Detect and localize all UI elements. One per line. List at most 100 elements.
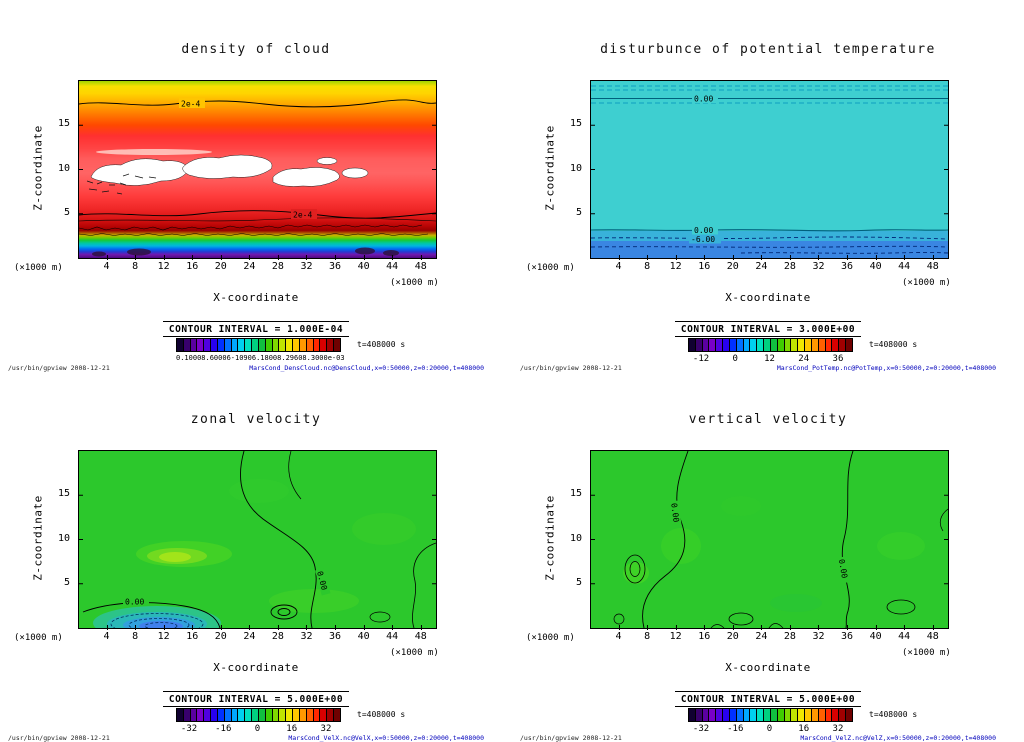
x-tick-label: 40	[869, 255, 882, 272]
contour-interval-text: CONTOUR INTERVAL = 3.000E+00	[674, 321, 862, 337]
x-axis-label: X-coordinate	[725, 661, 811, 674]
vertical-velocity-field: 0.00 0.00	[591, 451, 948, 628]
colorbar-cell	[334, 339, 340, 351]
page-title: disturbunce of potential temperature	[600, 42, 936, 57]
density-field: 2e-4 2e-4	[79, 81, 436, 258]
x-axis-label: X-coordinate	[725, 291, 811, 304]
x-tick-label: 28	[783, 255, 796, 272]
light-streak	[96, 149, 212, 155]
x-tick-label: 36	[329, 255, 342, 272]
colorbar-cell	[811, 709, 819, 721]
pottemp-background	[591, 81, 948, 258]
y-axis-unit: (×1000 m)	[14, 263, 63, 273]
colorbar-cell	[736, 709, 744, 721]
y-tick-label: 5	[575, 576, 582, 588]
panel-zonal-velocity: zonal velocity Z-coordinate 5 10 15	[0, 370, 512, 742]
colorbar-cell	[327, 709, 335, 721]
colorbar-tick-label: 36	[832, 354, 844, 364]
colorbar-cell	[777, 339, 785, 351]
colorbar-cell	[743, 339, 751, 351]
colorbar-cell	[252, 339, 259, 351]
contour-labels: 2e-4 2e-4	[179, 98, 317, 220]
velocity-patches	[136, 479, 416, 613]
colorbar-cell	[743, 709, 751, 721]
x-tick-label: 20	[726, 625, 739, 642]
colorbar-tick-label: 16	[798, 724, 810, 734]
plot-area: 0.00 0.00 -6.00	[590, 80, 949, 259]
y-tick-label: 5	[575, 206, 582, 218]
footer-command: /usr/bin/gpview 2008-12-21	[8, 734, 110, 742]
panel-potential-temperature: disturbunce of potential temperature Z-c…	[512, 0, 1024, 372]
zonal-velocity-field: 0.00 0.00	[79, 451, 436, 628]
scribble-contours	[86, 173, 157, 195]
x-tick-label: 8	[132, 625, 139, 642]
time-label: t=408000 s	[869, 710, 918, 719]
colorbar-cell	[224, 339, 232, 351]
colorbar-cell	[695, 709, 703, 721]
colorbar-tick-label: 32	[320, 724, 332, 734]
colorbar-cell	[784, 709, 792, 721]
colorbar-tick-label: 24	[798, 354, 810, 364]
page-title: density of cloud	[181, 42, 331, 57]
contour-label: 0.00	[837, 558, 849, 579]
x-tick-label: 32	[812, 255, 825, 272]
x-axis-unit: (×1000 m)	[902, 278, 951, 288]
colorbar	[688, 338, 853, 352]
dashed-top-contours	[591, 85, 948, 104]
x-tick-label: 44	[386, 625, 399, 642]
colorbar-cell	[313, 709, 321, 721]
contour-interval: CONTOUR INTERVAL = 5.000E+00	[0, 687, 512, 707]
contour-label: 2e-4	[181, 100, 200, 109]
footer-filename: MarsCond_VelX.nc@VelX,x=0:50000,z=0:2000…	[288, 734, 484, 742]
colorbar	[176, 338, 341, 352]
y-axis-label: Z-coordinate	[31, 495, 45, 581]
x-tick-label: 48	[414, 255, 427, 272]
colorbar-cell	[286, 339, 294, 351]
colorbar-cell	[231, 339, 239, 351]
x-tick-label: 24	[755, 255, 768, 272]
x-axis-ticks: 4 8 12 16 20 24 28 32 36 40 44 48	[590, 255, 947, 273]
colorbar-cell	[709, 709, 717, 721]
x-axis-ticks: 4 8 12 16 20 24 28 32 36 40 44 48	[590, 625, 947, 643]
colorbar-cell	[238, 339, 246, 351]
colorbar-tick-label: 0	[732, 354, 738, 364]
footer-command: /usr/bin/gpview 2008-12-21	[520, 364, 622, 372]
pottemp-field: 0.00 0.00 -6.00	[591, 81, 948, 258]
colorbar-cell	[293, 339, 300, 351]
colorbar-cell	[764, 709, 771, 721]
y-tick-label: 10	[569, 532, 582, 544]
bottom-speckles	[92, 247, 399, 257]
x-axis-label: X-coordinate	[213, 291, 299, 304]
contour-label: 0.00	[125, 598, 144, 607]
x-tick-label: 16	[186, 255, 199, 272]
colorbar-tick-label: 0	[254, 724, 261, 734]
colorbar-cell	[770, 709, 778, 721]
colorbar-cell	[702, 339, 710, 351]
colorbar-cell	[750, 339, 758, 351]
colorbar-cell	[777, 709, 785, 721]
colorbar-cell	[177, 709, 184, 721]
footer-command: /usr/bin/gpview 2008-12-21	[520, 734, 622, 742]
colorbar-cell	[757, 709, 765, 721]
x-tick-label: 28	[783, 625, 796, 642]
colorbar-cell	[770, 339, 778, 351]
x-tick-label: 24	[755, 625, 768, 642]
colorbar-cell	[190, 709, 198, 721]
y-tick-label: 15	[57, 118, 70, 130]
colorbar-cell	[327, 339, 335, 351]
contour-lines	[79, 99, 436, 236]
colorbar-cell	[279, 339, 287, 351]
x-axis-unit: (×1000 m)	[390, 648, 439, 658]
y-axis-unit: (×1000 m)	[14, 633, 63, 643]
footer-filename: MarsCond_DensCloud.nc@DensCloud,x=0:5000…	[249, 364, 484, 372]
colorbar-cell	[818, 339, 826, 351]
footer-command: /usr/bin/gpview 2008-12-21	[8, 364, 110, 372]
x-tick-label: 44	[386, 255, 399, 272]
x-tick-label: 36	[841, 255, 854, 272]
colorbar-cell	[750, 709, 758, 721]
y-axis-ticks: 5 10 15	[562, 80, 584, 257]
x-tick-label: 40	[357, 255, 370, 272]
axis-ticks	[591, 494, 948, 585]
x-tick-label: 20	[214, 255, 227, 272]
colorbar-cell	[709, 339, 717, 351]
